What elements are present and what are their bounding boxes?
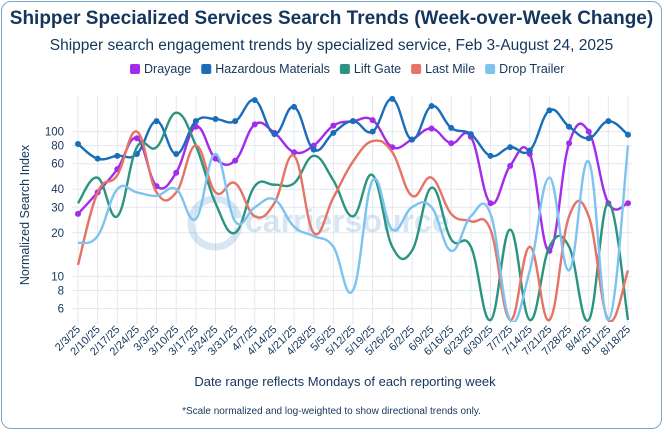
data-point-drayage [251,121,258,128]
chart-footnote: *Scale normalized and log-weighted to sh… [182,406,481,417]
data-point-hazardous-materials [428,103,435,110]
data-point-hazardous-materials [310,146,317,153]
data-point-drayage [173,169,180,176]
y-tick-label: 100 [45,127,64,139]
data-point-hazardous-materials [408,136,415,143]
legend-label: Last Mile [425,62,475,76]
data-point-hazardous-materials [585,135,592,142]
chart-subtitle: Shipper search engagement trends by spec… [49,37,614,54]
y-tick-label: 60 [51,159,64,171]
data-point-drayage [487,200,494,207]
data-point-hazardous-materials [369,128,376,135]
data-point-drayage [212,155,219,162]
data-point-drayage [585,128,592,135]
data-point-hazardous-materials [546,107,553,114]
data-point-drayage [566,140,573,147]
series-line-last-mile [76,130,630,322]
data-point-hazardous-materials [467,131,474,138]
legend-swatch [485,64,496,74]
data-point-drayage [369,117,376,124]
data-point-hazardous-materials [350,118,356,125]
series-line-drop-trailer [77,145,630,322]
data-point-hazardous-materials [448,124,455,131]
data-point-hazardous-materials [153,118,160,125]
data-point-hazardous-materials [251,97,258,104]
series-lines [75,95,631,322]
data-point-hazardous-materials [487,152,494,159]
series-line-drayage [77,116,629,253]
y-tick-label: 80 [51,141,64,153]
y-tick-label: 10 [51,271,64,283]
data-point-hazardous-materials [271,131,278,138]
data-point-hazardous-materials [114,152,121,159]
data-point-drayage [507,162,514,169]
x-axis-label: Date range reflects Mondays of each repo… [194,374,496,389]
legend-swatch [130,64,140,74]
data-point-hazardous-materials [192,118,199,125]
data-point-drayage [75,210,81,217]
data-point-drayage [428,125,435,132]
data-point-hazardous-materials [94,155,101,162]
data-point-hazardous-materials [75,141,81,148]
legend-swatch [339,64,350,74]
y-tick-label: 6 [58,304,64,316]
watermark-text: carriersource [245,203,450,239]
y-tick-label: 8 [58,285,64,297]
y-axis-label: Normalized Search Index [18,144,32,285]
data-point-hazardous-materials [605,118,612,125]
data-point-hazardous-materials [526,147,533,154]
data-point-hazardous-materials [173,150,180,157]
data-point-drayage [625,200,631,207]
data-point-drayage [291,149,298,156]
data-point-hazardous-materials [330,129,337,136]
watermark-logo-gap [218,218,246,228]
data-point-hazardous-materials [389,95,396,102]
legend-label: Drop Trailer [499,62,564,76]
legend-item-drop-trailer[interactable]: Drop Trailer [485,62,564,76]
legend-swatch [201,64,212,74]
data-point-hazardous-materials [291,103,298,110]
data-point-drayage [192,123,199,130]
data-point-drayage [232,157,239,164]
data-point-drayage [133,135,140,142]
legend-item-last-mile[interactable]: Last Mile [411,62,475,76]
series-line-lift-gate [76,111,630,322]
legend-label: Drayage [144,62,191,76]
data-point-hazardous-materials [566,123,573,130]
y-axis-ticks: 6 8 10 20 30 40 60 80 100 [45,127,64,316]
data-point-hazardous-materials [625,131,631,138]
legend-swatch [411,64,422,74]
data-point-drayage [330,122,337,129]
data-point-drayage [448,140,455,147]
chart-title: Shipper Specialized Services Search Tren… [9,8,654,29]
legend-label: Lift Gate [354,62,401,76]
data-point-hazardous-materials [507,144,514,151]
y-tick-label: 40 [51,184,64,196]
data-point-hazardous-materials [232,118,239,125]
legend-item-hazardous-materials[interactable]: Hazardous Materials [201,62,330,76]
data-point-hazardous-materials [212,116,219,123]
legend-item-lift-gate[interactable]: Lift Gate [339,62,401,76]
legend[interactable]: Drayage Hazardous Materials Lift Gate Last … [130,62,564,76]
y-tick-label: 20 [51,228,64,240]
x-axis-ticks: 2/3/252/10/252/17/252/24/253/3/253/10/25… [53,324,633,358]
legend-item-drayage[interactable]: Drayage [130,62,191,76]
y-tick-label: 30 [51,202,64,214]
legend-label: Hazardous Materials [215,62,330,76]
